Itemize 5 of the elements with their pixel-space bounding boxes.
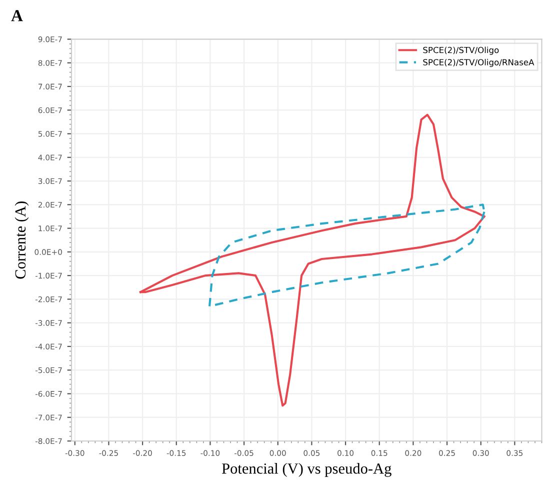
y-axis-title: Corrente (A)	[14, 202, 29, 279]
legend-label: SPCE(2)/STV/Oligo	[423, 46, 499, 55]
legend-label: SPCE(2)/STV/Oligo/RNaseA	[423, 58, 534, 67]
chart-title: A	[11, 10, 23, 22]
x-axis-title: Potencial (V) vs pseudo-Ag	[222, 462, 392, 477]
